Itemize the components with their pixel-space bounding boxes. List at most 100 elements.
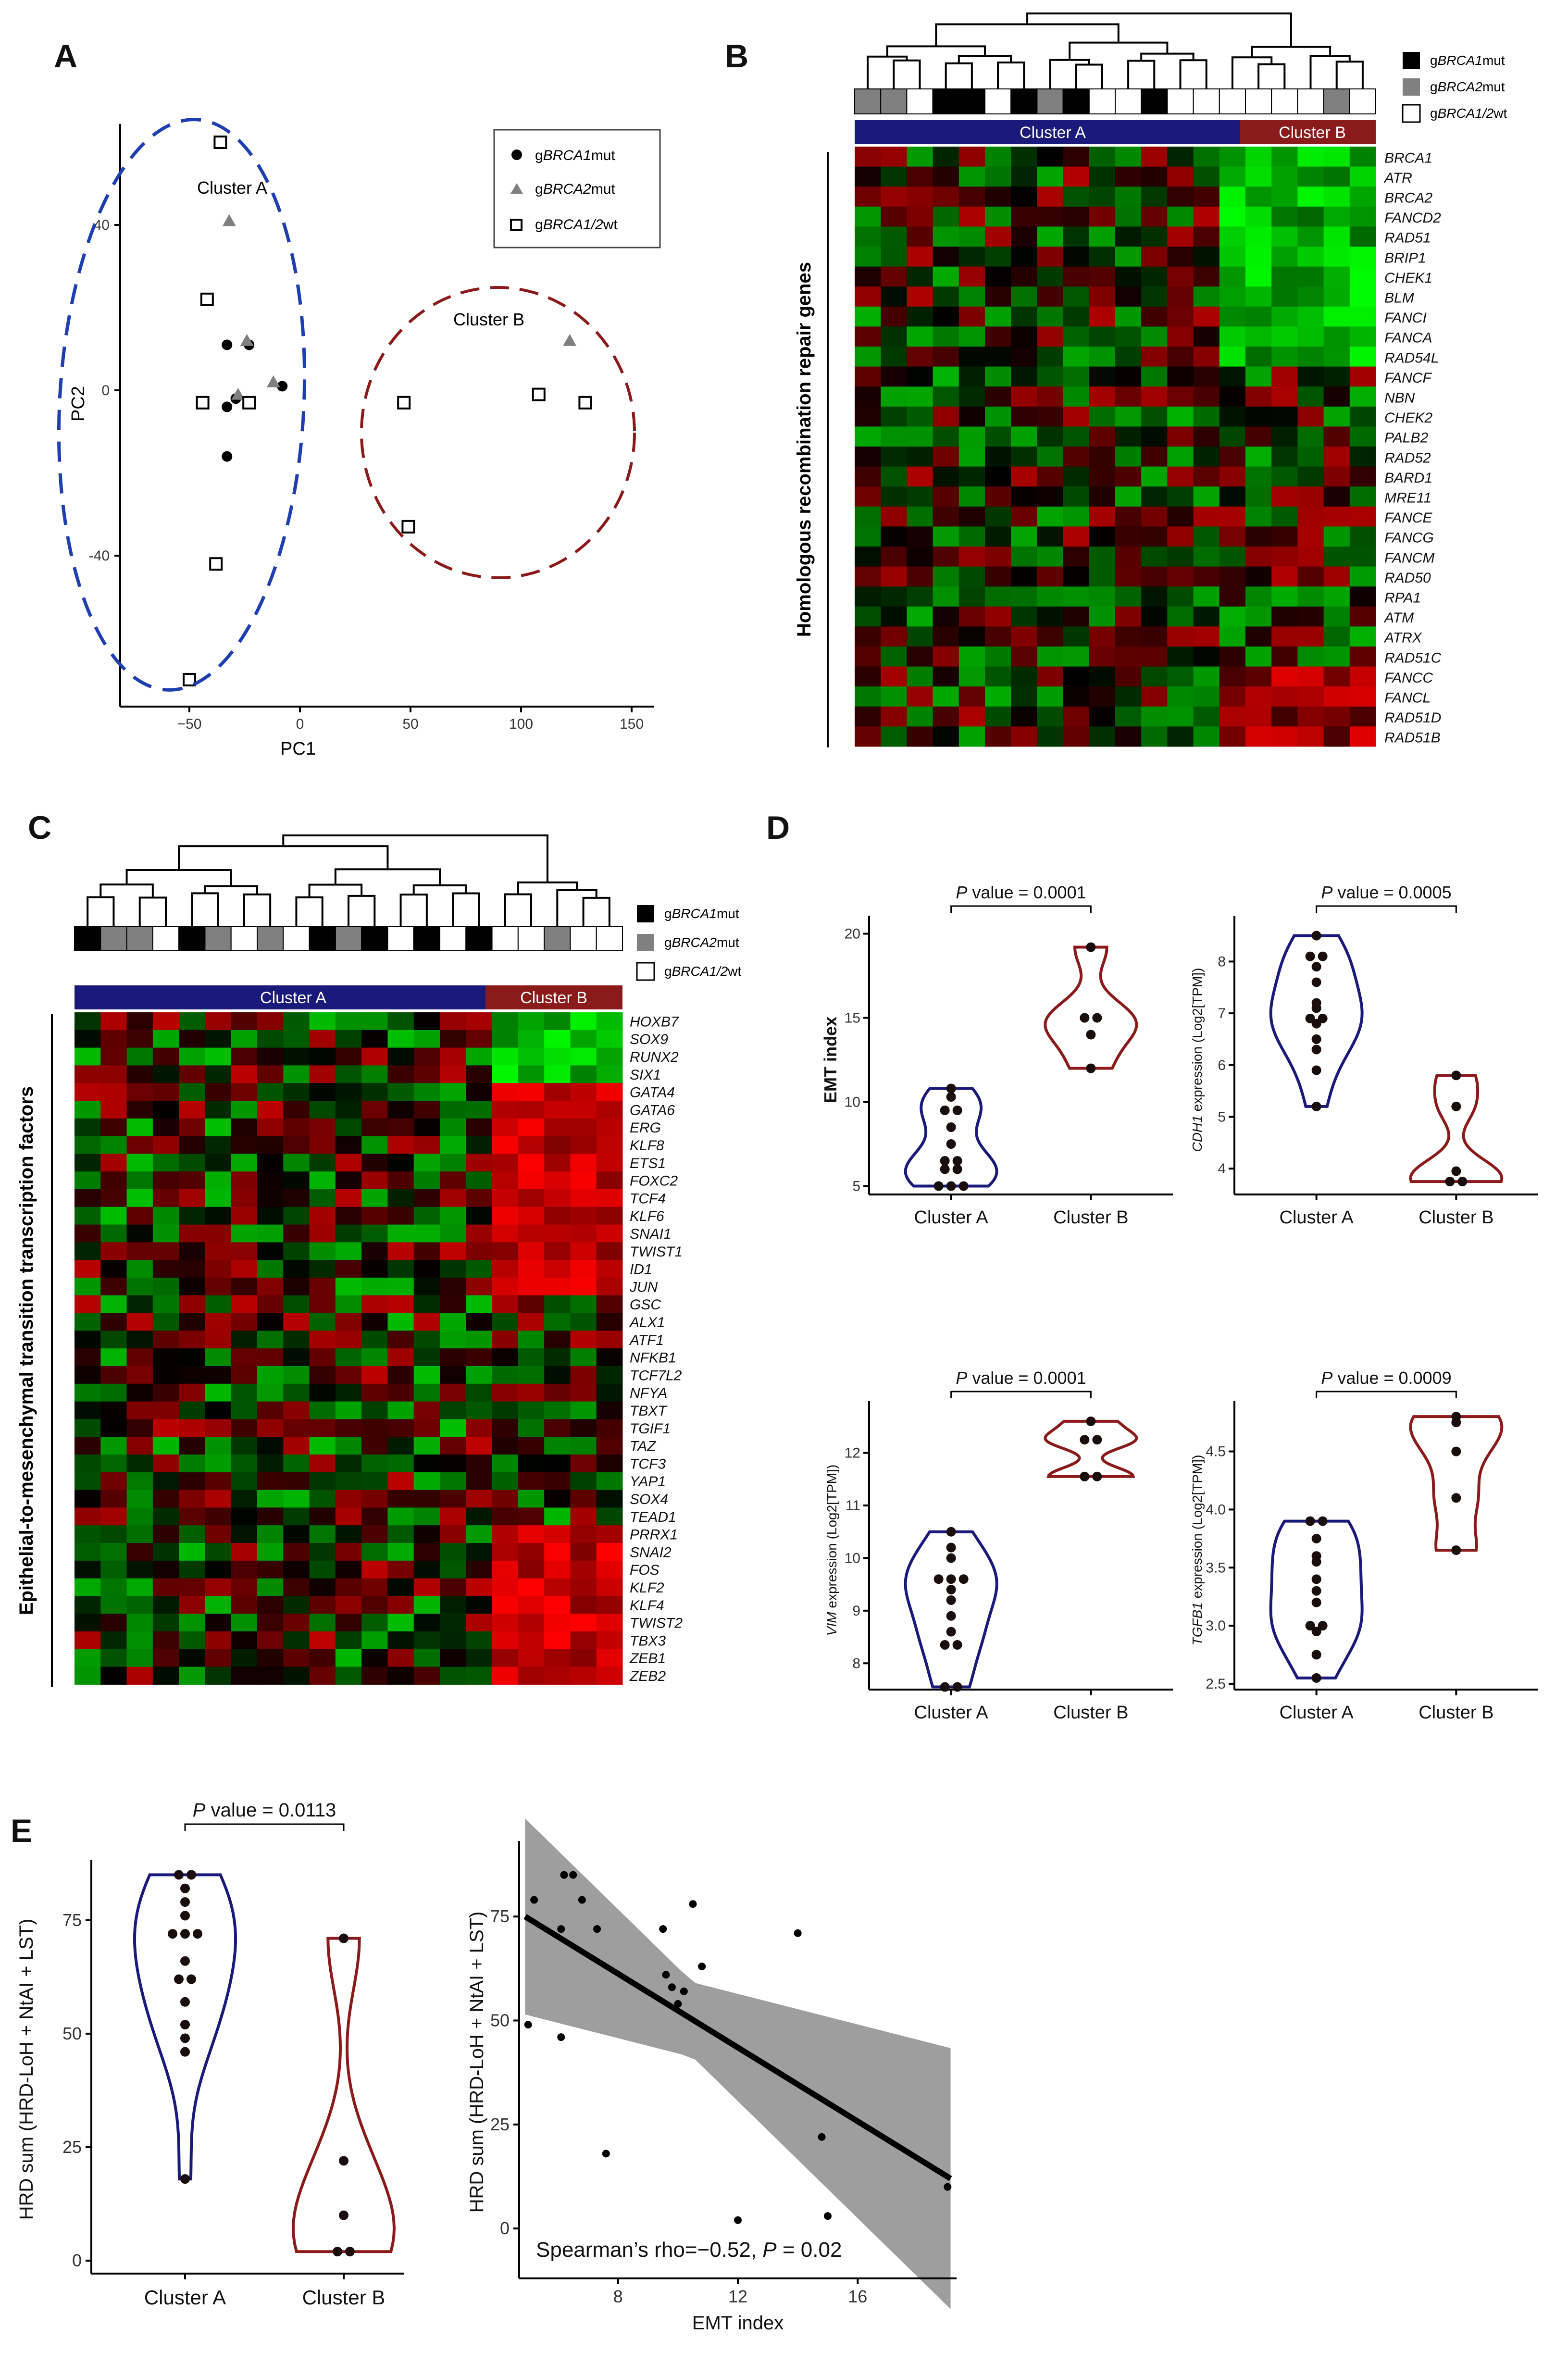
hrr-heat-cell [1089, 486, 1116, 507]
violin-y-label: CDH1 expression (Log2[TPM]) [1190, 968, 1205, 1152]
emt-tf-heat-cell [309, 1171, 336, 1190]
emt-tf-heat-cell [466, 1206, 493, 1225]
emt-tf-heat-cell [309, 1667, 336, 1685]
violin-p-value: P value = 0.0001 [956, 883, 1086, 902]
violin-cluster-b [1409, 1415, 1504, 1552]
emt-tf-heat-cell [335, 1136, 362, 1154]
emt-tf-heat-cell [283, 1667, 310, 1685]
hrr-cluster-bar: Cluster A Cluster B [855, 120, 1376, 144]
hrd-point-cluster-a [168, 1929, 177, 1939]
hrr-heat-cell [907, 506, 933, 527]
hrr-heat-cell [1089, 626, 1116, 647]
emt-tf-heat-cell [283, 1383, 310, 1402]
emt-tf-heat-cell [231, 1118, 258, 1137]
emt-tf-gene-label: PRRX1 [630, 1527, 678, 1543]
emt-tf-heat-cell [205, 1472, 232, 1491]
emt-tf-heat-cell [361, 1437, 388, 1455]
emt-tf-heat-cell [387, 1083, 414, 1101]
emt-tf-heat-cell [466, 1242, 493, 1260]
emt-tf-heat-cell [466, 1171, 493, 1190]
dendrogram-branch [935, 23, 1120, 47]
hrr-heat-cell [1167, 286, 1194, 307]
emt-tf-heat-cell [231, 1348, 258, 1367]
hrr-heat-cell [1297, 366, 1324, 387]
emt-tf-heat-cell [440, 1490, 466, 1508]
emt-tf-heat-cell [361, 1596, 388, 1614]
emt-tf-heat-cell [283, 1543, 310, 1561]
hrr-heat-cell [881, 506, 907, 527]
hrr-heat-cell [1219, 666, 1246, 687]
hrr-heat-cell [1323, 526, 1350, 547]
emt-tf-heat-cell [257, 1154, 284, 1172]
violin-point-cluster-a [1311, 931, 1321, 941]
hrd-fit-confidence-band [525, 1818, 951, 2309]
hrd-p-bracket [184, 1823, 345, 1831]
emt-tf-heat-cell [518, 1614, 545, 1632]
hrr-heat-cell [985, 206, 1011, 227]
emt-tf-heat-cell [152, 1047, 179, 1066]
hrr-heat-cell [1115, 686, 1142, 707]
hrd-scatter-point [818, 2133, 826, 2141]
emt-tf-heat-cell [544, 1030, 571, 1048]
emt-tf-heat-cell [231, 1313, 258, 1331]
emt-tf-heat-cell [257, 1455, 284, 1473]
hrr-heat-cell [1037, 586, 1064, 607]
emt-tf-heat-cell [335, 1242, 362, 1260]
emt-tf-heat-cell [231, 1101, 258, 1119]
hrr-heat-cell [1193, 166, 1220, 187]
emt-tf-heat-cell [309, 1348, 336, 1367]
emt-tf-heat-cell [492, 1101, 519, 1119]
emt-tf-heat-cell [257, 1030, 284, 1048]
hrr-sample-wt [1115, 88, 1142, 114]
hrr-gene-label: RPA1 [1384, 590, 1421, 606]
emt-tf-heat-cell [231, 1278, 258, 1296]
emt-tf-heat-cell [596, 1012, 623, 1031]
emt-tf-heat-cell [205, 1260, 232, 1278]
hrr-heat-cell [1271, 586, 1298, 607]
emt-tf-heat-cell [518, 1313, 545, 1331]
emt-tf-heat-cell [205, 1224, 232, 1243]
emt-tf-heat-cell [179, 1455, 205, 1473]
emt-tf-heat-cell [387, 1154, 414, 1172]
hrr-heat-cell [958, 486, 985, 507]
emt-tf-heat-cell [309, 1047, 336, 1066]
emt-tf-heat-cell [387, 1047, 414, 1066]
violin-point-cluster-a [946, 1553, 956, 1563]
emt-tf-heat-cell [544, 1295, 571, 1314]
hrr-heat-cell [933, 286, 959, 307]
hrr-heat-cell [1349, 166, 1376, 187]
hrr-sample-wt [1271, 88, 1298, 114]
emt-tf-gene-label: JUN [629, 1279, 658, 1295]
hrr-heat-cell [907, 647, 933, 667]
emt-tf-heat-cell [335, 1614, 362, 1632]
emt-tf-heat-cell [518, 1455, 545, 1473]
emt-tf-heat-cell [179, 1154, 205, 1172]
hrr-sample-wt [1219, 88, 1246, 114]
emt-tf-heat-cell [283, 1614, 310, 1632]
emt-tf-heat-cell [440, 1525, 466, 1543]
dendrogram-branch [334, 868, 441, 885]
emt-tf-heat-cell [179, 1649, 205, 1667]
hrd-scatter-point [662, 1971, 670, 1979]
emt-tf-heat-cell [283, 1171, 310, 1190]
hrr-heat-cell [958, 547, 985, 567]
violin-point-cluster-b [1092, 1471, 1102, 1481]
hrd-spearman-annotation: Spearman’s rho=−0.52, P = 0.02 [536, 2238, 842, 2262]
emt-tf-heat-cell [231, 1331, 258, 1349]
hrr-heat-cell [1115, 166, 1142, 187]
emt-tf-heat-cell [257, 1047, 284, 1066]
emt-tf-heat-cell [387, 1171, 414, 1190]
emt-tf-heat-cell [257, 1437, 284, 1455]
emt-tf-heat-cell [152, 1649, 179, 1667]
emt-tf-heat-cell [466, 1313, 493, 1331]
hrr-heat-cell [1141, 426, 1168, 447]
cluster-a-ellipse [57, 118, 307, 692]
hrr-heat-cell [985, 526, 1011, 547]
violin-point-cluster-a [940, 1156, 950, 1166]
hrr-heat-cell [933, 187, 959, 207]
emt-tf-heat-cell [100, 1366, 127, 1384]
hrr-heat-cell [1297, 686, 1324, 707]
hrr-heat-cell [881, 466, 907, 487]
hrr-heat-cell [1011, 226, 1037, 247]
